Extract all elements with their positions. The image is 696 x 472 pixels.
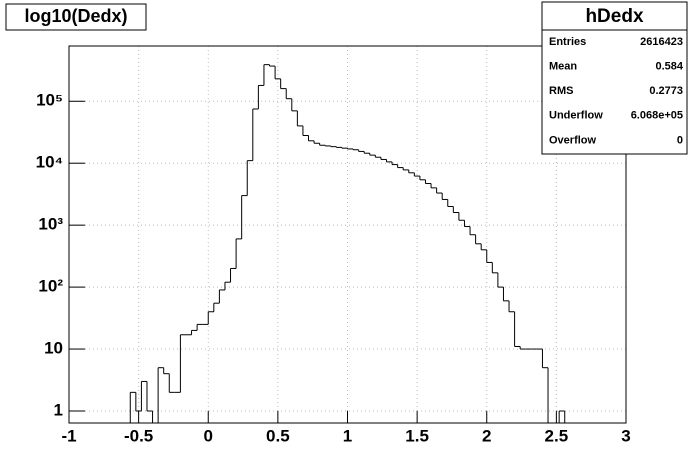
stats-value: 2616423 <box>640 36 683 48</box>
x-tick-label: -0.5 <box>124 426 153 445</box>
y-tick-label: 10⁵ <box>36 91 63 110</box>
y-tick-label: 1 <box>54 400 63 419</box>
stats-label: Underflow <box>549 110 603 122</box>
stats-box <box>541 1 688 155</box>
x-tick-label: 1 <box>343 426 352 445</box>
x-tick-label: 2 <box>482 426 491 445</box>
stats-label: Entries <box>549 36 586 48</box>
stats-value: 0.2773 <box>649 85 683 97</box>
y-tick-label: 10² <box>38 277 63 296</box>
title-box <box>5 3 147 31</box>
x-tick-label: 0 <box>204 426 213 445</box>
x-tick-label: 3 <box>621 426 630 445</box>
y-tick-label: 10⁴ <box>36 153 63 172</box>
stats-label: Mean <box>549 61 577 73</box>
x-tick-label: -1 <box>61 426 76 445</box>
x-tick-label: 2.5 <box>545 426 569 445</box>
chart-title: log10(Dedx) <box>24 6 127 26</box>
y-tick-label: 10 <box>44 339 63 358</box>
stats-title: hDedx <box>585 6 644 27</box>
stats-value: 0 <box>677 134 683 146</box>
stats-label: Overflow <box>549 134 597 146</box>
stats-value: 0.584 <box>655 61 683 73</box>
stats-label: RMS <box>549 85 573 97</box>
y-tick-label: 10³ <box>38 215 63 234</box>
x-tick-label: 1.5 <box>405 426 429 445</box>
stats-value: 6.068e+05 <box>631 110 683 122</box>
x-tick-label: 0.5 <box>266 426 290 445</box>
